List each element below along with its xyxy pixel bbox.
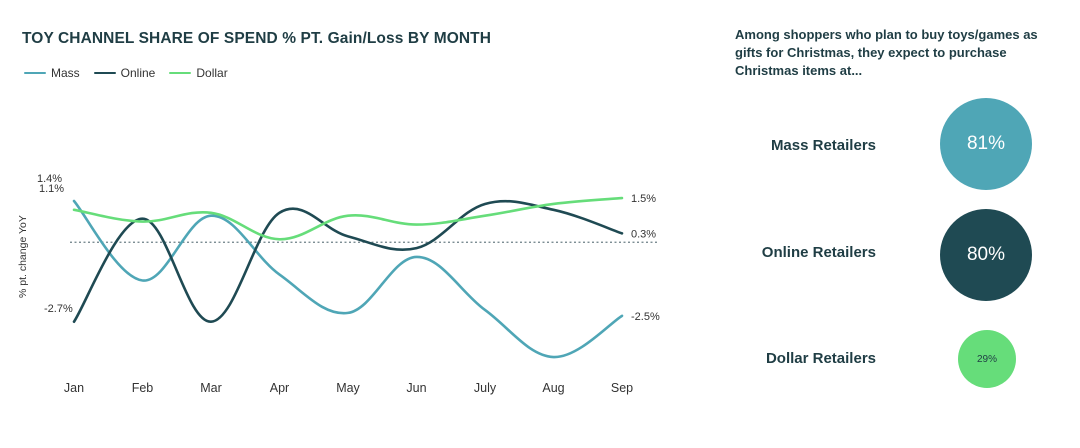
legend-label-mass: Mass [51,66,80,80]
x-tick-label-apr: Apr [270,381,289,395]
end-label-dollar: 1.5% [631,193,656,205]
x-tick-label-feb: Feb [132,381,154,395]
legend-item-dollar: Dollar [169,66,228,80]
x-tick-label-sep: Sep [611,381,633,395]
chart-legend: Mass Online Dollar [24,66,228,80]
legend-label-online: Online [120,66,156,80]
start-label-online: -2.7% [44,303,73,315]
start-label-mass: 1.4% [37,173,62,185]
start-label-dollar: 1.1% [39,183,64,195]
legend-label-dollar: Dollar [196,66,228,80]
series-line-dollar [72,196,624,241]
series-line-online [72,199,624,324]
bubble-value-dollar: 29% [976,353,997,365]
bubble-value-mass: 81% [966,133,1006,154]
legend-item-online: Online [93,66,156,80]
x-tick-label-aug: Aug [542,381,564,395]
x-tick-label-july: July [474,381,497,395]
retailer-label-online: Online Retailers [761,244,876,261]
end-label-mass: -2.5% [631,311,660,323]
panel-heading: Among shoppers who plan to buy toys/game… [735,27,1038,78]
legend-swatch-mass [24,71,46,75]
x-tick-label-mar: Mar [200,381,222,395]
x-tick-label-jun: Jun [406,381,426,395]
bubble-value-online: 80% [966,244,1006,265]
bubble-mass: 81% [940,98,1032,190]
chart-title: TOY CHANNEL SHARE OF SPEND % PT. Gain/Lo… [22,30,492,47]
legend-item-mass: Mass [24,66,80,80]
bubble-online: 80% [940,209,1032,301]
end-label-online: 0.3% [631,228,656,240]
series-line-mass [72,199,624,359]
legend-swatch-dollar [169,71,192,75]
retailer-label-mass: Mass Retailers [770,137,876,154]
legend-swatch-online [93,71,116,75]
x-tick-label-jan: Jan [64,381,84,395]
x-tick-label-may: May [336,381,360,395]
line-chart: Jan Feb Mar Apr May Jun July Aug Sep 1.4% -2.5% -2.… [37,173,660,395]
retailer-label-dollar: Dollar Retailers [765,350,876,367]
bubble-dollar: 29% [958,330,1016,388]
